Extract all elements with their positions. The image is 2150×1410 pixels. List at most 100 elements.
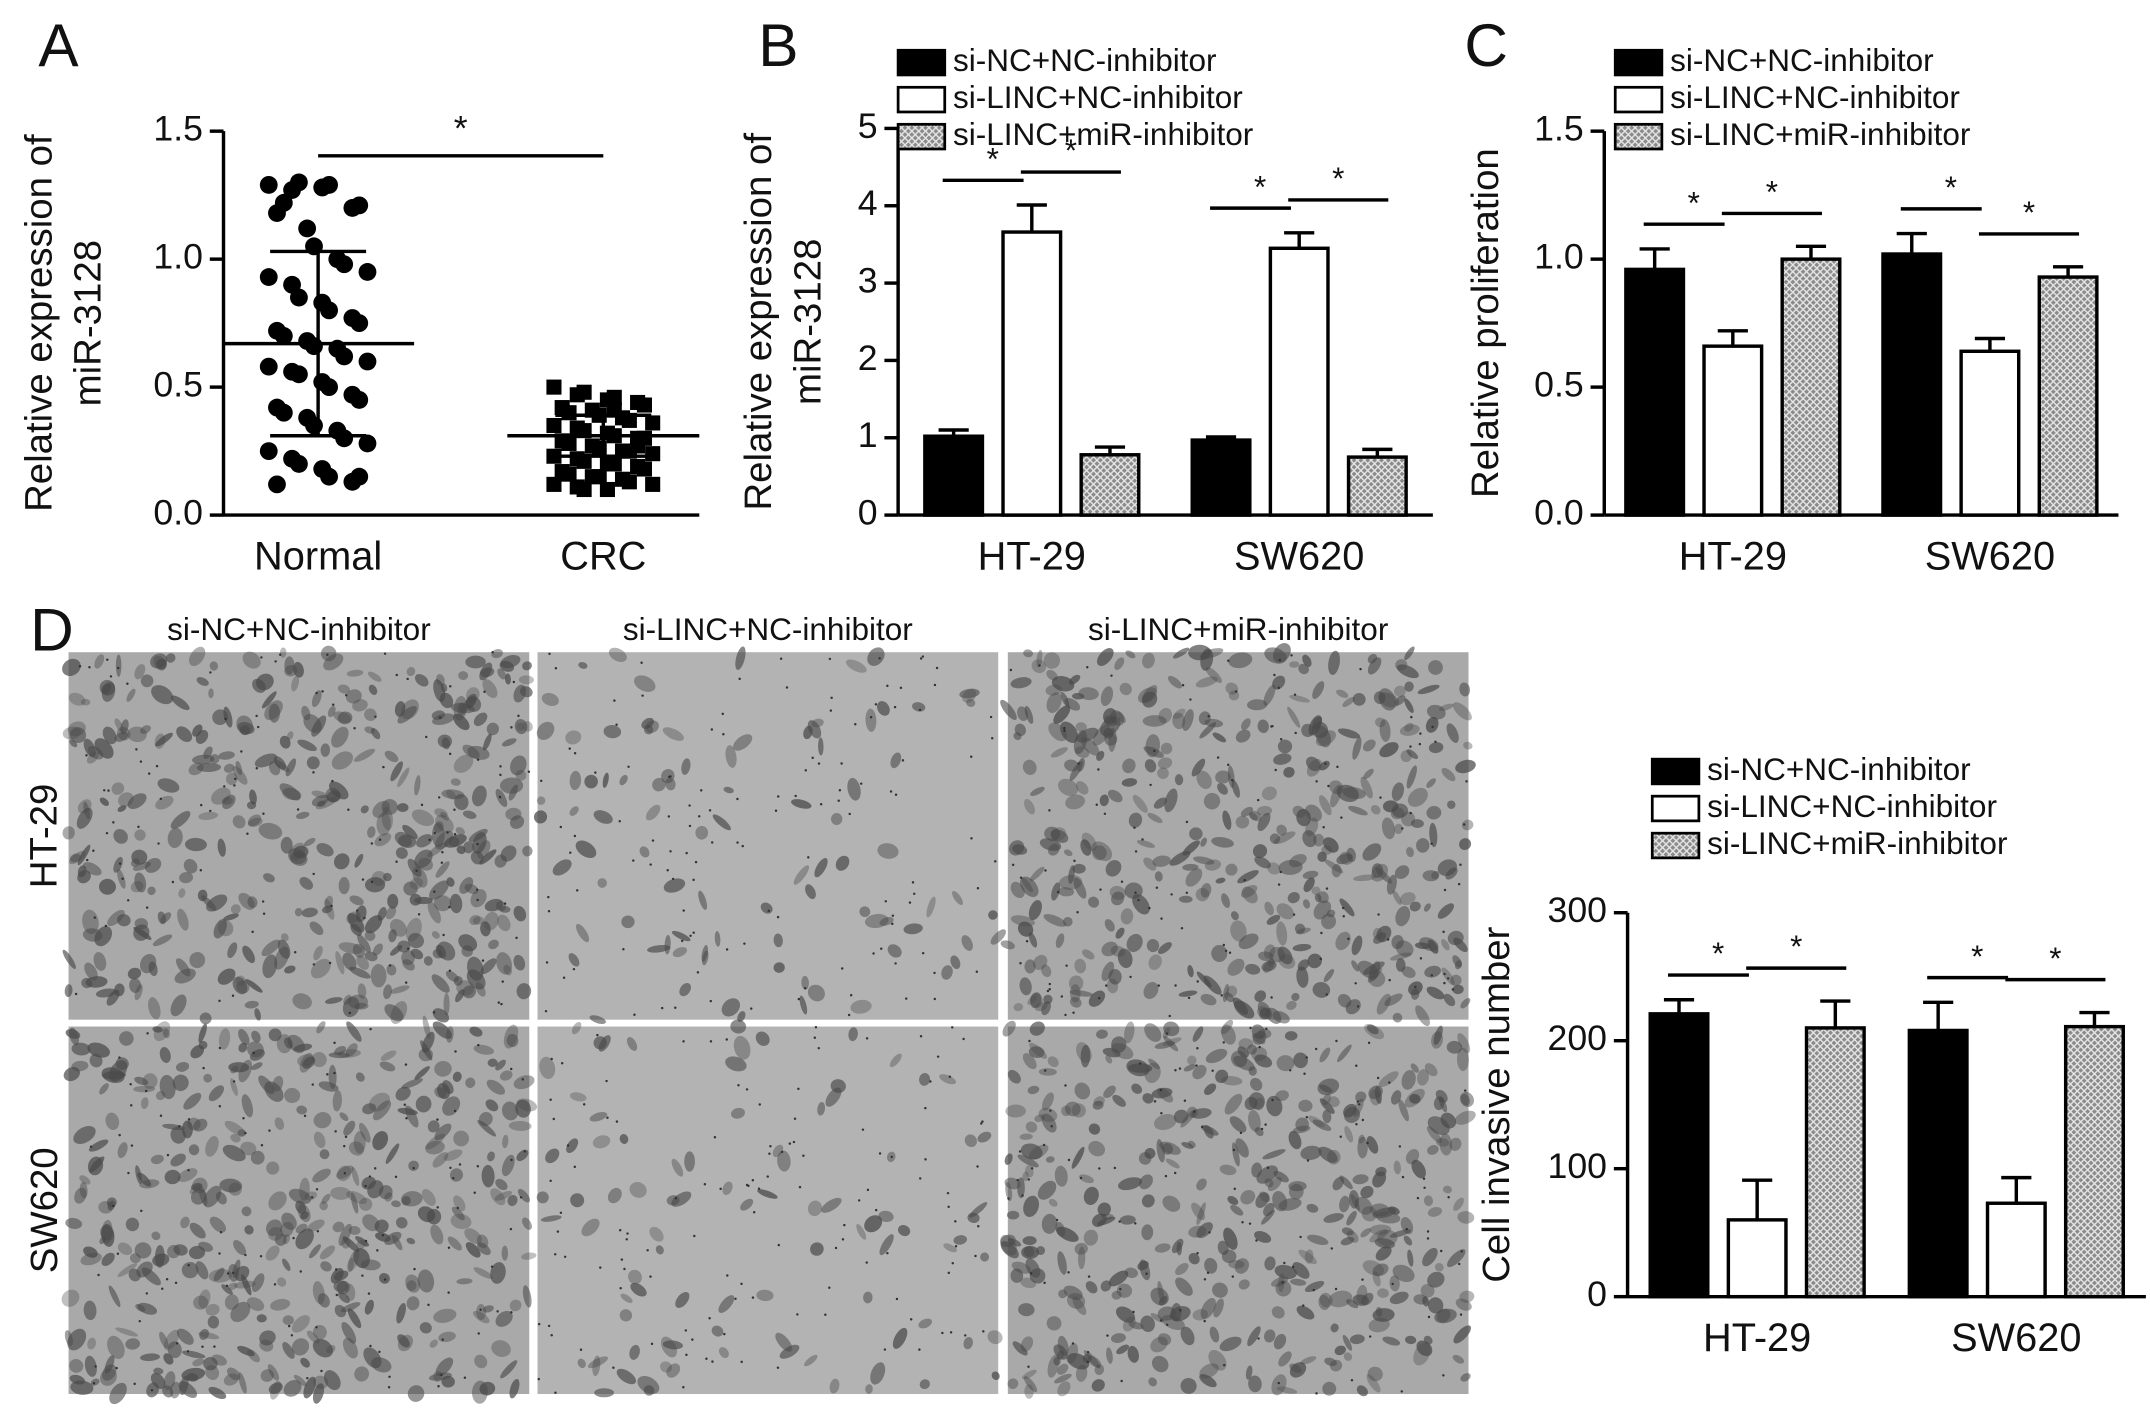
pore <box>1181 683 1185 687</box>
cell <box>1367 653 1378 664</box>
cell <box>779 1344 800 1359</box>
pore <box>1141 838 1144 841</box>
cell <box>450 1213 472 1230</box>
cell <box>381 799 398 815</box>
error-bar <box>1717 329 1748 347</box>
cell <box>188 1144 200 1156</box>
cell <box>1160 742 1173 755</box>
pore <box>711 1360 714 1363</box>
pore <box>752 1211 756 1214</box>
cell <box>99 679 116 696</box>
cell <box>662 1340 684 1350</box>
cell <box>1441 939 1450 951</box>
cell <box>175 1061 190 1072</box>
y-tick-label: 1.0 <box>1534 237 1584 277</box>
cell <box>810 1242 824 1256</box>
cell <box>1381 817 1396 840</box>
cell <box>1427 1271 1445 1288</box>
cell <box>268 1191 287 1211</box>
pore <box>1270 725 1273 728</box>
cell <box>1212 1282 1228 1298</box>
pore <box>157 842 160 845</box>
pore <box>560 1062 564 1065</box>
cell <box>1022 1053 1037 1070</box>
pore <box>797 997 801 1001</box>
cell <box>1050 747 1068 758</box>
cell <box>77 870 91 884</box>
cell <box>1276 921 1288 946</box>
cell <box>320 1261 332 1272</box>
cell <box>362 1214 380 1232</box>
cell <box>374 1219 389 1233</box>
pore <box>1025 939 1029 943</box>
cell <box>1115 927 1125 939</box>
pore <box>894 962 897 965</box>
cell <box>483 733 492 751</box>
cell <box>355 1236 370 1247</box>
cell <box>1288 1181 1307 1192</box>
cell <box>1404 681 1414 692</box>
pore <box>1110 674 1113 677</box>
cell <box>1352 692 1366 706</box>
pore <box>895 1297 899 1301</box>
cell <box>423 956 433 966</box>
pore <box>262 812 265 815</box>
cell <box>1061 1105 1072 1117</box>
pore <box>126 899 130 902</box>
cell <box>230 1301 251 1323</box>
cell <box>1142 715 1167 727</box>
cell <box>69 853 81 863</box>
cell <box>1057 1381 1071 1397</box>
pore <box>1009 668 1013 672</box>
cell <box>1313 900 1332 920</box>
cell <box>1257 719 1269 734</box>
pore <box>817 762 821 765</box>
cell <box>608 647 627 663</box>
cell <box>208 688 214 699</box>
cell <box>1400 1217 1414 1235</box>
cell <box>364 915 383 934</box>
pore <box>1430 974 1434 977</box>
cell <box>354 1366 370 1382</box>
cell <box>1401 966 1416 979</box>
cell <box>309 1244 321 1259</box>
cell <box>467 745 490 760</box>
cell <box>1391 803 1409 818</box>
cell <box>1302 899 1311 909</box>
cell <box>131 849 148 865</box>
pore <box>1192 1110 1196 1113</box>
cell <box>1398 1099 1409 1122</box>
cell <box>1241 718 1251 731</box>
cell <box>258 822 283 840</box>
cell <box>319 1149 330 1160</box>
pore <box>242 1117 245 1120</box>
pore <box>708 1316 711 1320</box>
cell <box>821 1197 842 1213</box>
pore <box>159 1114 163 1117</box>
cell <box>661 769 675 784</box>
cell <box>576 923 590 943</box>
pore <box>334 1268 338 1271</box>
cell <box>1372 1271 1381 1287</box>
cell <box>432 1152 449 1168</box>
cell <box>453 1130 470 1147</box>
data-point <box>561 466 577 482</box>
pore <box>573 752 577 755</box>
cell <box>311 715 327 737</box>
cell <box>409 893 422 906</box>
cell <box>829 1378 840 1394</box>
cell <box>1322 1109 1332 1124</box>
cell <box>1017 1154 1039 1168</box>
cell <box>429 1339 438 1348</box>
cell <box>379 1061 396 1072</box>
cell <box>1455 1298 1472 1311</box>
pore <box>394 1175 398 1179</box>
cell <box>321 1193 331 1204</box>
cell <box>434 1123 452 1141</box>
cell <box>183 858 198 874</box>
cell <box>328 781 349 800</box>
pore <box>1355 1064 1358 1068</box>
cell <box>338 1291 350 1304</box>
pore <box>273 1283 277 1286</box>
cell <box>319 1201 328 1211</box>
